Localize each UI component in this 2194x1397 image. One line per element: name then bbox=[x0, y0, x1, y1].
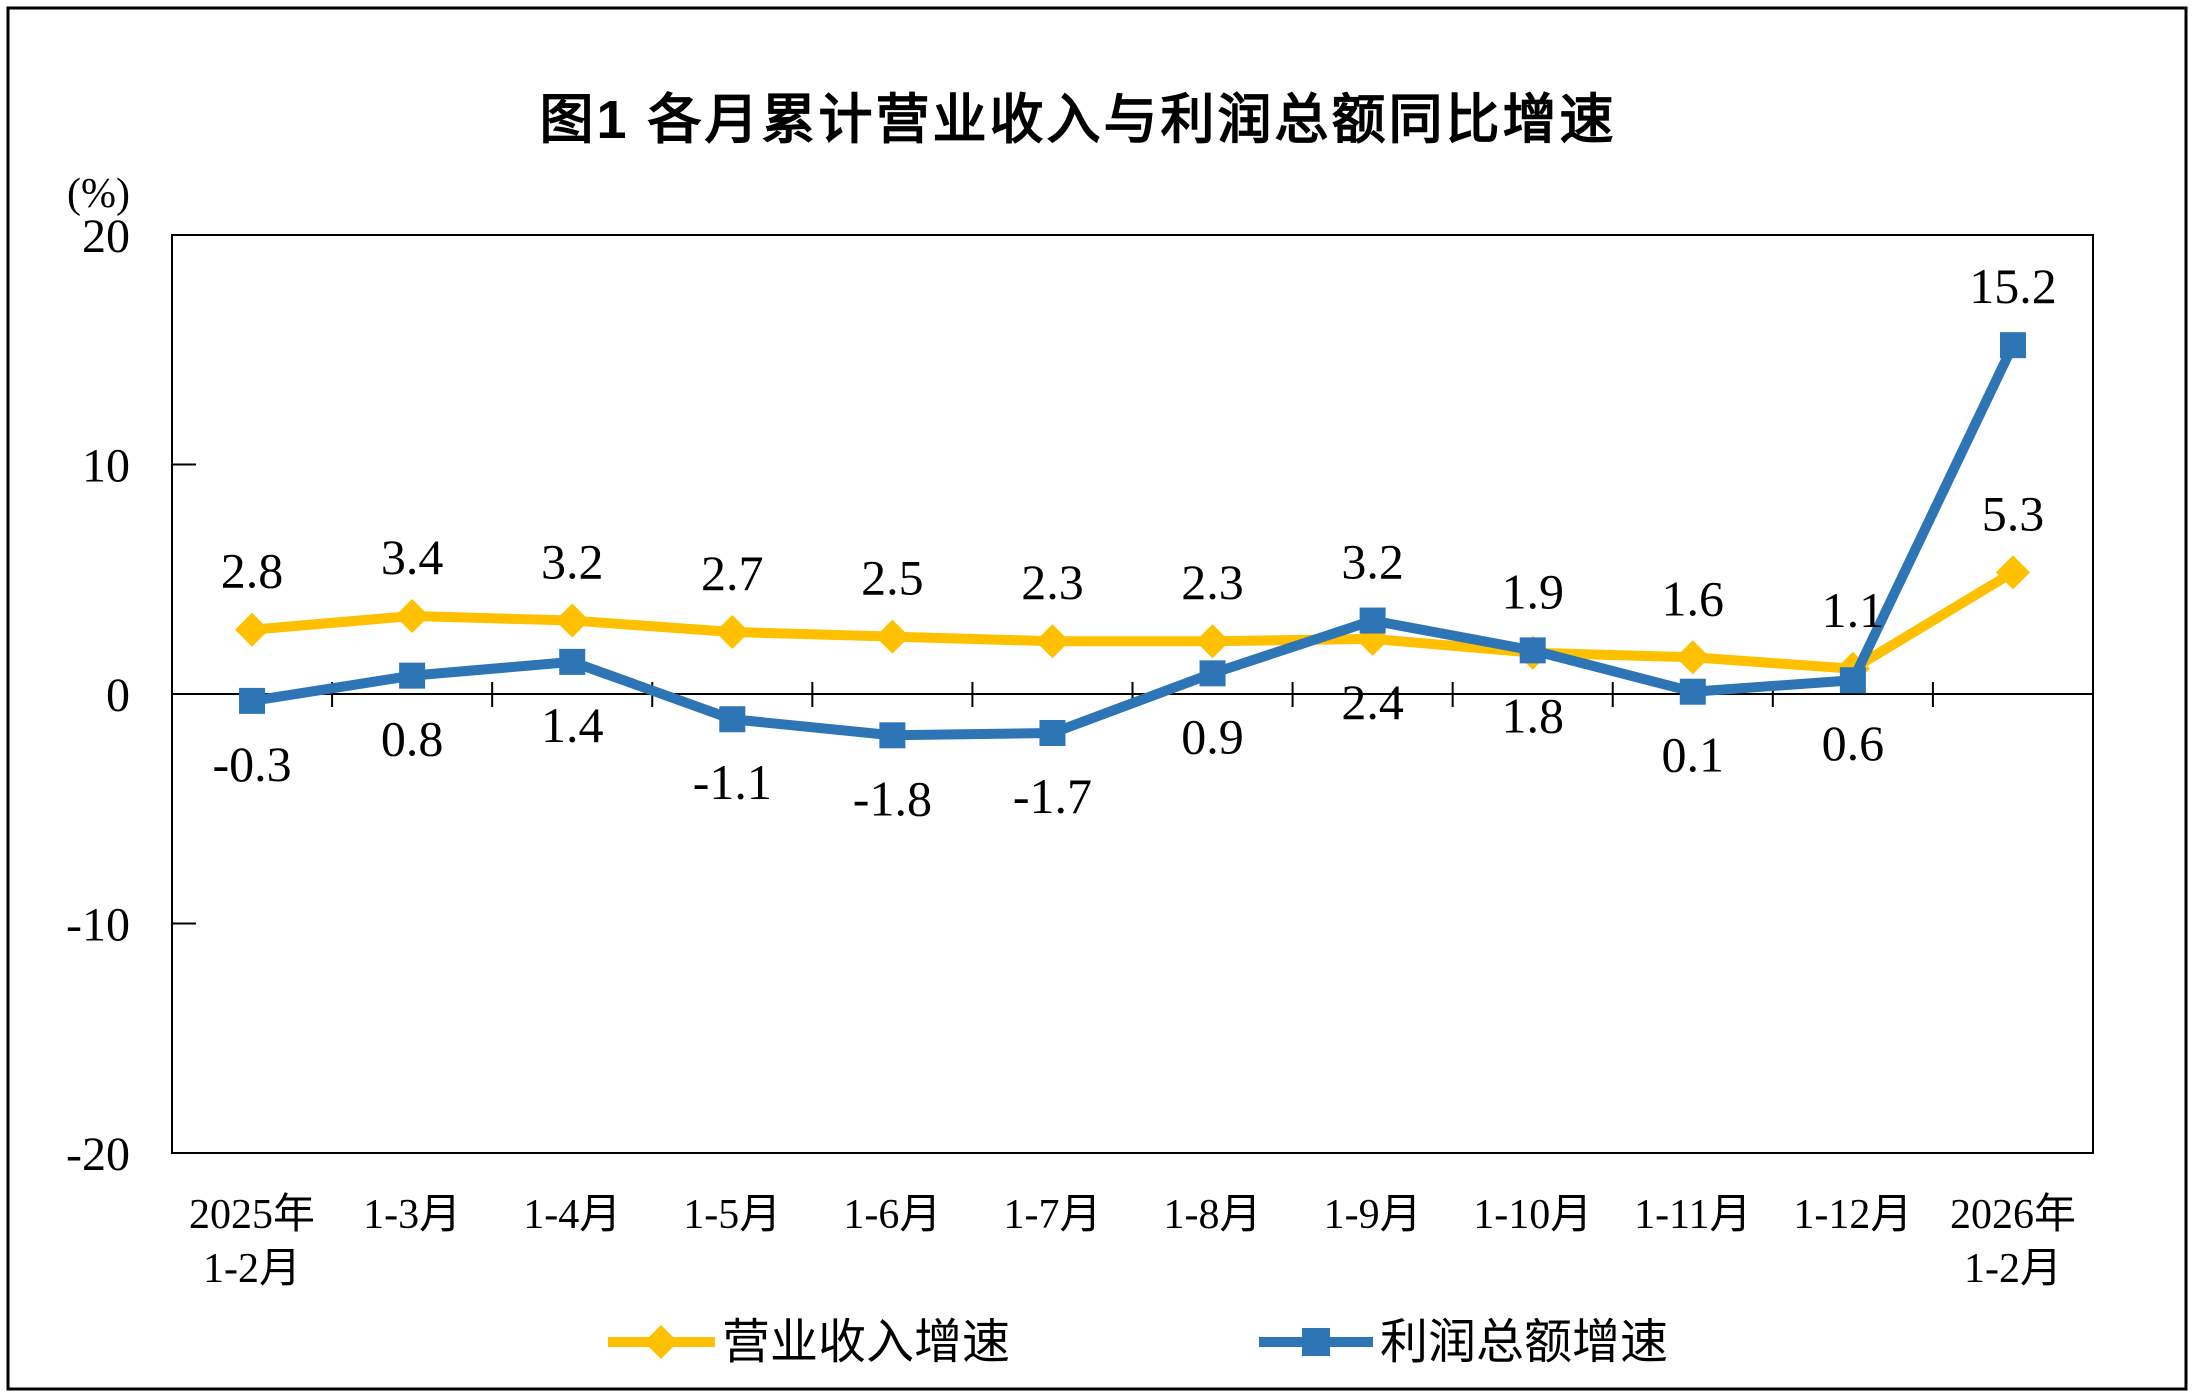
data-point-square bbox=[1679, 678, 1706, 705]
plot-area: 20 10 0 -10 -20 2025年 1-2月 1-3月 1-4月 1-5月 1-6月 1-7月… bbox=[66, 210, 2094, 1292]
legend: 营业收入增速 利润总额增速 bbox=[608, 1316, 1668, 1369]
x-axis-category-label: 1-5月 bbox=[683, 1192, 781, 1238]
outer-frame bbox=[6, 6, 2188, 1391]
data-point-square bbox=[1039, 720, 1066, 747]
x-axis-category-label: 1-6月 bbox=[843, 1192, 941, 1238]
data-point-diamond bbox=[1995, 555, 2030, 590]
x-axis-category-label: 1-9月 bbox=[1324, 1192, 1422, 1238]
y-axis-tick-label: -20 bbox=[66, 1128, 130, 1181]
x-axis-category-label: 2025年 bbox=[189, 1191, 315, 1238]
data-point-square bbox=[1519, 637, 1546, 664]
x-axis-category-label: 1-12月 bbox=[1793, 1192, 1912, 1238]
data-point-diamond bbox=[1675, 640, 1710, 675]
series-line-1 bbox=[247, 340, 2018, 741]
legend-item-profit: 利润总额增速 bbox=[1259, 1316, 1668, 1369]
x-axis-category-label: 1-7月 bbox=[1003, 1192, 1101, 1238]
data-label: -1.7 bbox=[1013, 768, 1092, 824]
data-point-square bbox=[1359, 607, 1386, 634]
x-axis-category-label: 1-3月 bbox=[363, 1192, 461, 1238]
data-label: 1.8 bbox=[1501, 688, 1564, 744]
y-axis-tick-label: 20 bbox=[82, 210, 130, 263]
chart-title: 图1 各月累计营业收入与利润总额同比增速 bbox=[539, 90, 1616, 150]
data-point-square bbox=[719, 706, 746, 733]
x-axis-category-label: 1-8月 bbox=[1164, 1192, 1262, 1238]
data-point-diamond bbox=[235, 612, 270, 647]
legend-item-revenue: 营业收入增速 bbox=[608, 1316, 1010, 1369]
y-axis-tick-label: -10 bbox=[66, 899, 130, 952]
data-point-diamond bbox=[875, 619, 910, 654]
data-label: 0.1 bbox=[1662, 727, 1725, 783]
data-point-square bbox=[1999, 332, 2026, 359]
data-label: 0.9 bbox=[1181, 708, 1244, 764]
data-point-diamond bbox=[715, 615, 750, 650]
x-axis-category-label: 2026年 bbox=[1950, 1191, 2076, 1238]
series-line-0 bbox=[247, 567, 2018, 674]
data-point-square bbox=[399, 662, 426, 689]
x-axis-category-label: 1-2月 bbox=[1964, 1246, 2062, 1292]
data-label: -0.3 bbox=[212, 736, 291, 792]
data-label: 3.4 bbox=[381, 529, 444, 585]
data-point-square bbox=[1839, 667, 1866, 694]
y-axis-tick-label: 0 bbox=[106, 669, 130, 722]
x-axis-category-label: 1-2月 bbox=[203, 1246, 301, 1292]
data-point-diamond bbox=[1195, 624, 1230, 659]
legend-profit-square-icon bbox=[1302, 1328, 1330, 1356]
data-label: 2.7 bbox=[701, 545, 764, 601]
legend-revenue-diamond-icon bbox=[644, 1325, 678, 1359]
data-label: 1.1 bbox=[1822, 582, 1885, 638]
data-point-diamond bbox=[555, 603, 590, 638]
data-point-square bbox=[559, 648, 586, 675]
legend-revenue-label: 营业收入增速 bbox=[722, 1316, 1010, 1369]
data-point-square bbox=[879, 722, 906, 749]
data-label: 1.9 bbox=[1501, 563, 1564, 619]
data-label: 3.2 bbox=[1341, 534, 1404, 590]
data-label: 2.5 bbox=[861, 550, 924, 606]
y-axis-tick-label: 10 bbox=[82, 440, 130, 493]
data-label: 2.8 bbox=[221, 543, 284, 599]
data-point-diamond bbox=[395, 598, 430, 633]
data-label: -1.8 bbox=[853, 770, 932, 826]
data-label: 15.2 bbox=[1969, 258, 2057, 314]
data-point-square bbox=[239, 687, 266, 714]
x-axis-category-label: 1-10月 bbox=[1473, 1192, 1592, 1238]
data-label: 0.6 bbox=[1822, 715, 1885, 771]
data-label: 1.6 bbox=[1662, 570, 1725, 626]
legend-profit-label: 利润总额增速 bbox=[1380, 1316, 1668, 1369]
data-label: 2.3 bbox=[1021, 554, 1084, 610]
data-label: 0.8 bbox=[381, 711, 444, 767]
x-axis-category-label: 1-11月 bbox=[1634, 1192, 1751, 1238]
data-point-diamond bbox=[1035, 624, 1070, 659]
data-label: 2.4 bbox=[1341, 674, 1404, 730]
data-label: 2.3 bbox=[1181, 554, 1244, 610]
data-point-square bbox=[1199, 660, 1226, 687]
data-label: -1.1 bbox=[693, 754, 772, 810]
x-axis-category-label: 1-4月 bbox=[523, 1192, 621, 1238]
data-label: 3.2 bbox=[541, 534, 604, 590]
data-label: 1.4 bbox=[541, 697, 604, 753]
y-axis-unit-label: (%) bbox=[67, 171, 130, 217]
data-label: 5.3 bbox=[1982, 485, 2045, 541]
